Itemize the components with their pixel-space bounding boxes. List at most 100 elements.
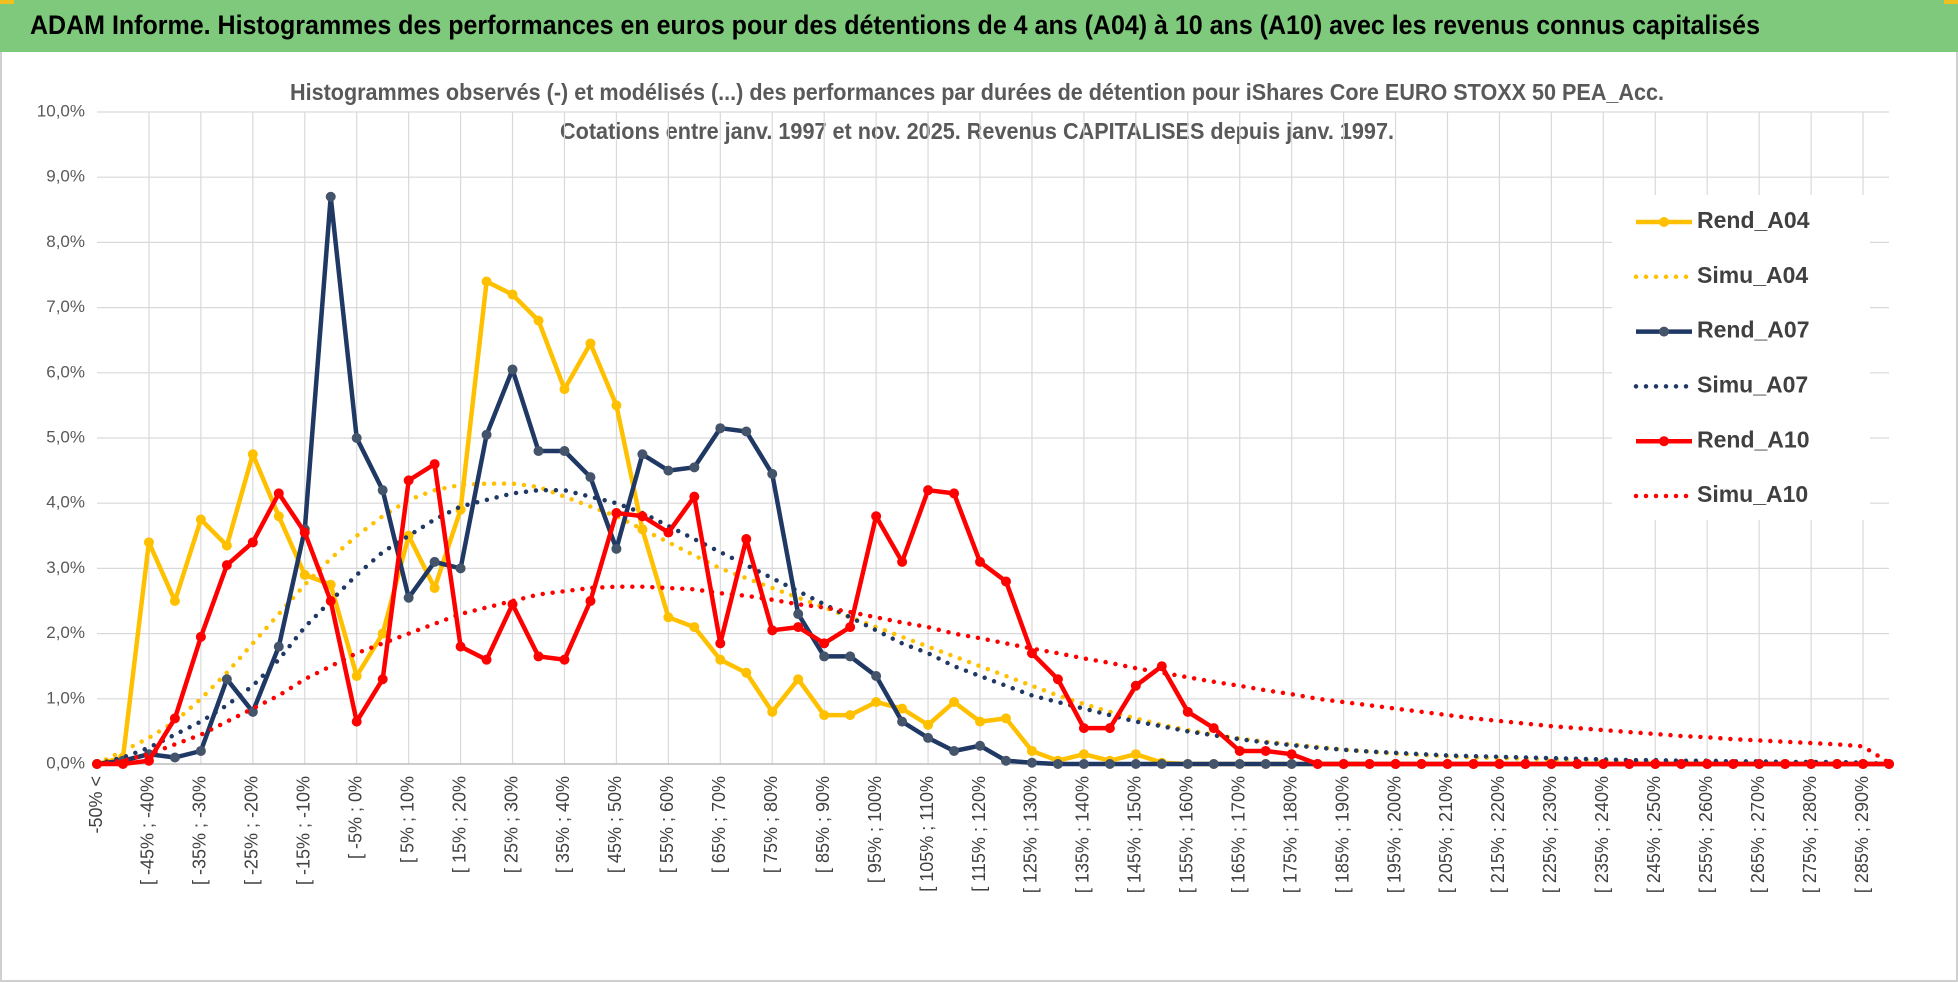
legend-marker: [1659, 326, 1669, 337]
point: [195, 631, 206, 642]
point: [1338, 759, 1349, 769]
x-tick-label: [ 275% ; 280%: [1800, 776, 1820, 893]
x-tick-label: [ 285% ; 290%: [1852, 776, 1872, 893]
point: [949, 745, 960, 756]
point: [897, 703, 908, 714]
point: [819, 651, 830, 662]
point: [1806, 759, 1817, 769]
legend-label: Rend_A07: [1697, 317, 1809, 343]
y-tick-label: 0,0%: [46, 753, 85, 772]
point: [1416, 759, 1427, 769]
point: [975, 556, 986, 567]
x-tick-label: [ -15% ; -10%: [294, 776, 314, 885]
y-tick-label: 1,0%: [46, 688, 85, 707]
x-tick-label: [ -25% ; -20%: [242, 776, 262, 885]
x-tick-label: [ 135% ; 140%: [1073, 776, 1093, 893]
x-tick-label: [ 85% ; 90%: [813, 776, 833, 873]
point: [767, 625, 778, 636]
point: [1026, 757, 1037, 768]
point: [871, 670, 882, 681]
x-tick-label: [ 145% ; 150%: [1125, 776, 1145, 893]
point: [429, 459, 440, 470]
point: [897, 556, 908, 567]
x-tick-label: [ 215% ; 220%: [1488, 776, 1508, 893]
corner-mark: [1944, 0, 1958, 4]
x-tick-label: [ 245% ; 250%: [1644, 776, 1664, 893]
point: [611, 400, 622, 411]
point: [845, 651, 856, 662]
y-tick-label: 10,0%: [37, 101, 85, 120]
point: [949, 488, 960, 499]
point: [1546, 759, 1557, 769]
y-tick-label: 4,0%: [46, 493, 85, 512]
point: [1390, 759, 1401, 769]
x-tick-label: [ 55% ; 60%: [657, 776, 677, 873]
y-tick-label: 5,0%: [46, 427, 85, 446]
point: [325, 596, 336, 606]
point: [871, 697, 882, 708]
point: [689, 622, 700, 633]
point: [1052, 759, 1063, 769]
x-tick-label: [ 185% ; 190%: [1332, 776, 1352, 893]
point: [455, 563, 466, 574]
point: [897, 716, 908, 727]
point: [1624, 759, 1635, 769]
point: [377, 628, 388, 639]
legend-label: Rend_A10: [1697, 426, 1809, 452]
point: [1026, 648, 1037, 659]
point: [1234, 745, 1245, 756]
point: [585, 596, 596, 606]
point: [793, 674, 804, 685]
x-tick-label: [ -35% ; -30%: [190, 776, 210, 885]
x-tick-label: [ 65% ; 70%: [709, 776, 729, 873]
point: [195, 745, 206, 756]
point: [793, 609, 804, 620]
point: [143, 537, 154, 548]
point: [1468, 759, 1479, 769]
x-tick-label: [ 255% ; 260%: [1696, 776, 1716, 893]
point: [663, 527, 674, 538]
y-tick-label: 6,0%: [46, 362, 85, 381]
point: [637, 511, 648, 522]
point: [351, 670, 362, 681]
point: [429, 556, 440, 567]
point: [195, 514, 206, 525]
point: [325, 191, 336, 202]
point: [1078, 723, 1089, 734]
point: [1520, 759, 1531, 769]
point: [1156, 661, 1167, 672]
x-tick-label: [ -5% ; 0%: [345, 776, 365, 859]
point: [1156, 759, 1167, 769]
point: [741, 534, 752, 545]
point: [559, 446, 570, 457]
point: [1260, 759, 1271, 769]
point: [1130, 680, 1141, 691]
observed-line: [97, 461, 1889, 767]
point: [429, 582, 440, 593]
point: [1078, 749, 1089, 760]
point: [819, 710, 830, 721]
point: [1208, 723, 1219, 734]
point: [819, 638, 830, 649]
point: [1676, 759, 1687, 769]
point: [247, 449, 258, 460]
x-tick-label: [ 235% ; 240%: [1592, 776, 1612, 893]
legend-marker: [1659, 436, 1669, 447]
legend-label: Simu_A10: [1697, 481, 1808, 507]
point: [1234, 759, 1245, 769]
legend-label: Simu_A07: [1697, 371, 1808, 397]
x-tick-label: [ 205% ; 210%: [1436, 776, 1456, 893]
point: [299, 569, 310, 580]
header-title: ADAM Informe. Histogrammes des performan…: [30, 10, 1760, 40]
y-tick-label: 9,0%: [46, 167, 85, 186]
point: [169, 752, 180, 763]
x-tick-label: [ -45% ; -40%: [138, 776, 158, 885]
point: [1130, 759, 1141, 769]
point: [221, 674, 232, 685]
point: [273, 511, 284, 522]
point: [611, 543, 622, 554]
point: [949, 697, 960, 708]
point: [611, 507, 622, 518]
point: [403, 592, 414, 603]
